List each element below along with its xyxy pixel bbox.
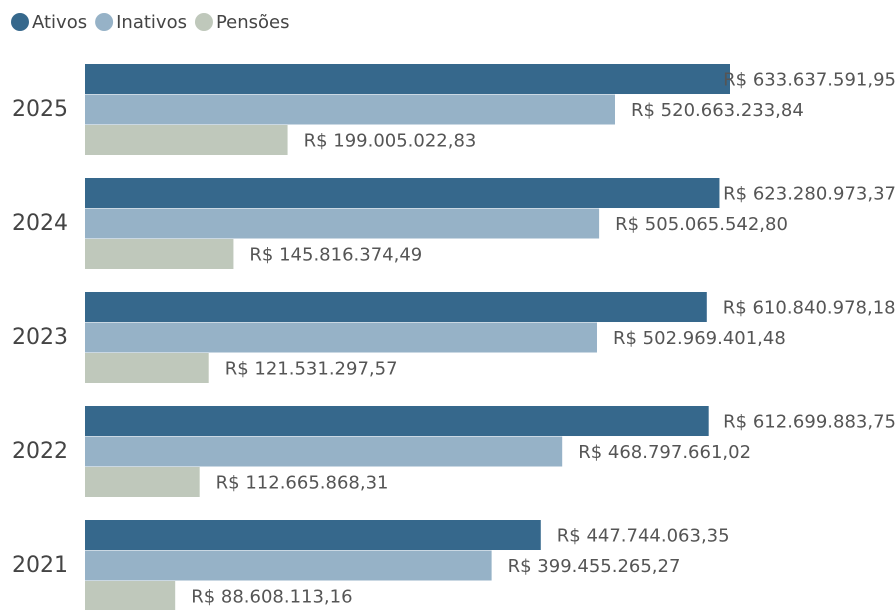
data-label: R$ 610.840.978,18	[723, 297, 896, 318]
data-label: R$ 199.005.022,83	[304, 130, 477, 151]
data-label: R$ 502.969.401,48	[613, 328, 786, 349]
data-label: R$ 505.065.542,80	[615, 214, 788, 235]
bar	[85, 94, 615, 125]
legend-label: Inativos	[116, 12, 187, 33]
data-label: R$ 468.797.661,02	[578, 442, 751, 463]
bar	[85, 581, 176, 610]
bar	[85, 239, 234, 269]
bar	[85, 292, 707, 322]
legend-marker	[194, 13, 213, 31]
legend-label: Ativos	[32, 12, 87, 33]
y-tick-label: 2023	[12, 325, 68, 350]
data-label: R$ 145.816.374,49	[249, 244, 422, 265]
data-label: R$ 633.637.591,95	[723, 69, 896, 90]
y-tick-label: 2024	[12, 211, 68, 236]
bar	[85, 353, 209, 383]
data-label: R$ 623.280.973,37	[723, 183, 896, 204]
bar	[85, 406, 709, 436]
bar	[85, 208, 600, 239]
data-label: R$ 399.455.265,27	[508, 556, 681, 577]
data-label: R$ 121.531.297,57	[225, 358, 398, 379]
data-label: R$ 520.663.233,84	[631, 100, 804, 121]
bar	[85, 322, 597, 353]
data-label: R$ 112.665.868,31	[216, 472, 389, 493]
y-tick-label: 2025	[12, 97, 68, 122]
bar	[85, 436, 563, 467]
data-label: R$ 612.699.883,75	[723, 411, 896, 432]
bar	[85, 178, 720, 208]
bar	[85, 467, 200, 497]
data-label: R$ 88.608.113,16	[191, 586, 352, 607]
legend-label: Pensões	[216, 12, 290, 33]
data-label: R$ 447.744.063,35	[557, 525, 730, 546]
bar	[85, 64, 730, 94]
bar	[85, 550, 492, 581]
bar	[85, 520, 541, 550]
y-tick-label: 2021	[12, 553, 68, 578]
y-tick-label: 2022	[12, 439, 68, 464]
bar	[85, 125, 288, 155]
legend-marker	[11, 13, 29, 31]
legend-marker	[95, 13, 114, 31]
